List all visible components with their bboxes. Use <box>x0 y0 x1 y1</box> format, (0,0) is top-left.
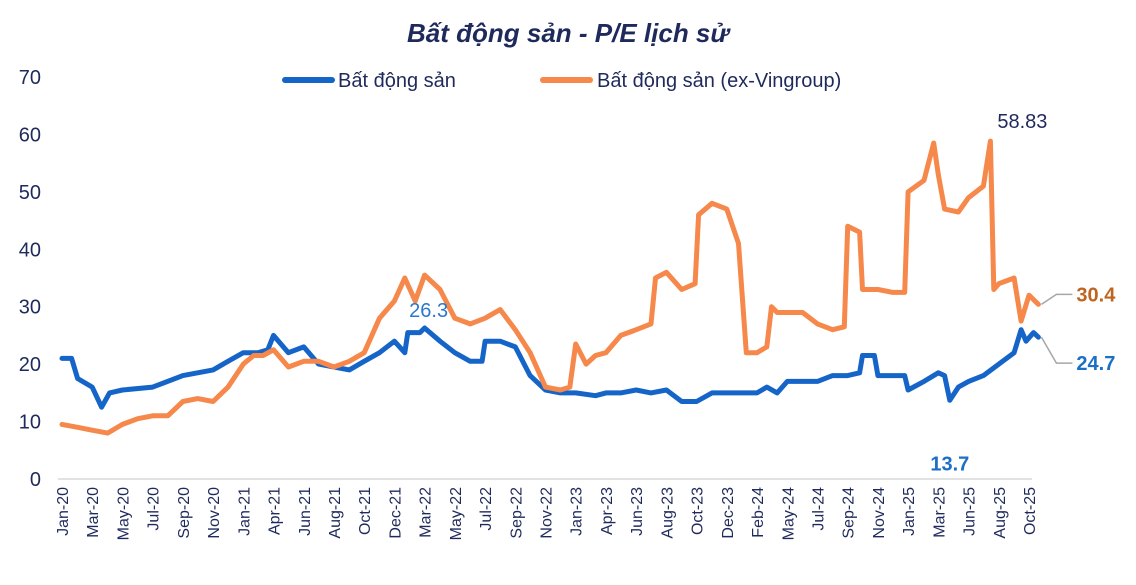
annotation-leader-line <box>1040 293 1073 306</box>
y-tick-label: 60 <box>19 124 41 146</box>
x-tick-label: Aug-25 <box>992 487 1009 539</box>
y-tick-label: 10 <box>19 412 41 434</box>
data-label: 58.83 <box>997 111 1047 133</box>
x-tick-label: Nov-24 <box>871 487 888 539</box>
y-tick-label: 70 <box>19 67 41 89</box>
y-tick-label: 40 <box>19 239 41 261</box>
data-label: 30.4 <box>1076 284 1116 306</box>
x-tick-label: Sep-20 <box>176 487 193 539</box>
data-label: 26.3 <box>409 300 448 322</box>
x-tick-label: Oct-25 <box>1022 487 1039 535</box>
x-tick-label: Dec-23 <box>720 487 737 539</box>
x-tick-label: Apr-21 <box>267 487 284 535</box>
x-tick-label: Apr-23 <box>599 487 616 535</box>
data-label: 24.7 <box>1076 353 1115 375</box>
x-tick-label: Jan-25 <box>901 487 918 536</box>
legend-label-ex-vingroup: Bất động sản (ex-Vingroup) <box>597 70 841 92</box>
x-tick-label: May-20 <box>115 487 132 540</box>
x-tick-label: Jan-23 <box>569 487 586 536</box>
y-tick-label: 30 <box>19 297 41 319</box>
legend: Bất động sản Bất động sản (ex-Vingroup) <box>282 70 841 92</box>
chart-title: Bất động sản - P/E lịch sử <box>407 18 731 48</box>
x-tick-label: Jun-23 <box>629 487 646 536</box>
annotation-leader-line <box>1040 336 1073 364</box>
x-tick-label: Jul-24 <box>810 487 827 531</box>
x-tick-label: Feb-24 <box>750 487 767 538</box>
x-tick-label: Oct-23 <box>690 487 707 535</box>
x-tick-label: Jul-22 <box>478 487 495 531</box>
x-tick-label: Oct-21 <box>357 487 374 535</box>
x-tick-label: Nov-20 <box>206 487 223 539</box>
x-tick-label: Jun-21 <box>297 487 314 536</box>
legend-label-bat-dong-san: Bất động sản <box>338 70 456 92</box>
x-tick-label: Sep-24 <box>841 487 858 539</box>
x-tick-label: Aug-21 <box>327 487 344 539</box>
x-tick-label: Jun-25 <box>962 487 979 536</box>
x-tick-label: Mar-25 <box>931 487 948 538</box>
x-tick-label: Sep-22 <box>508 487 525 539</box>
x-tick-label: Jan-20 <box>55 487 72 536</box>
series-line-bat-dong-san <box>59 325 1041 410</box>
y-tick-label: 20 <box>19 354 41 376</box>
series-line-ex-vingroup <box>59 138 1041 436</box>
y-tick-label: 50 <box>19 182 41 204</box>
x-tick-label: May-24 <box>780 487 797 540</box>
x-tick-label: May-22 <box>448 487 465 540</box>
x-tick-label: Jan-21 <box>236 487 253 536</box>
x-tick-label: Nov-22 <box>539 487 556 539</box>
data-label: 13.7 <box>930 453 969 475</box>
y-tick-label: 0 <box>30 469 41 491</box>
x-tick-label: Jul-20 <box>146 487 163 531</box>
x-tick-label: Dec-21 <box>387 487 404 539</box>
x-tick-label: Mar-20 <box>85 487 102 538</box>
x-tick-label: Aug-23 <box>659 487 676 539</box>
x-tick-label: Mar-22 <box>418 487 435 538</box>
